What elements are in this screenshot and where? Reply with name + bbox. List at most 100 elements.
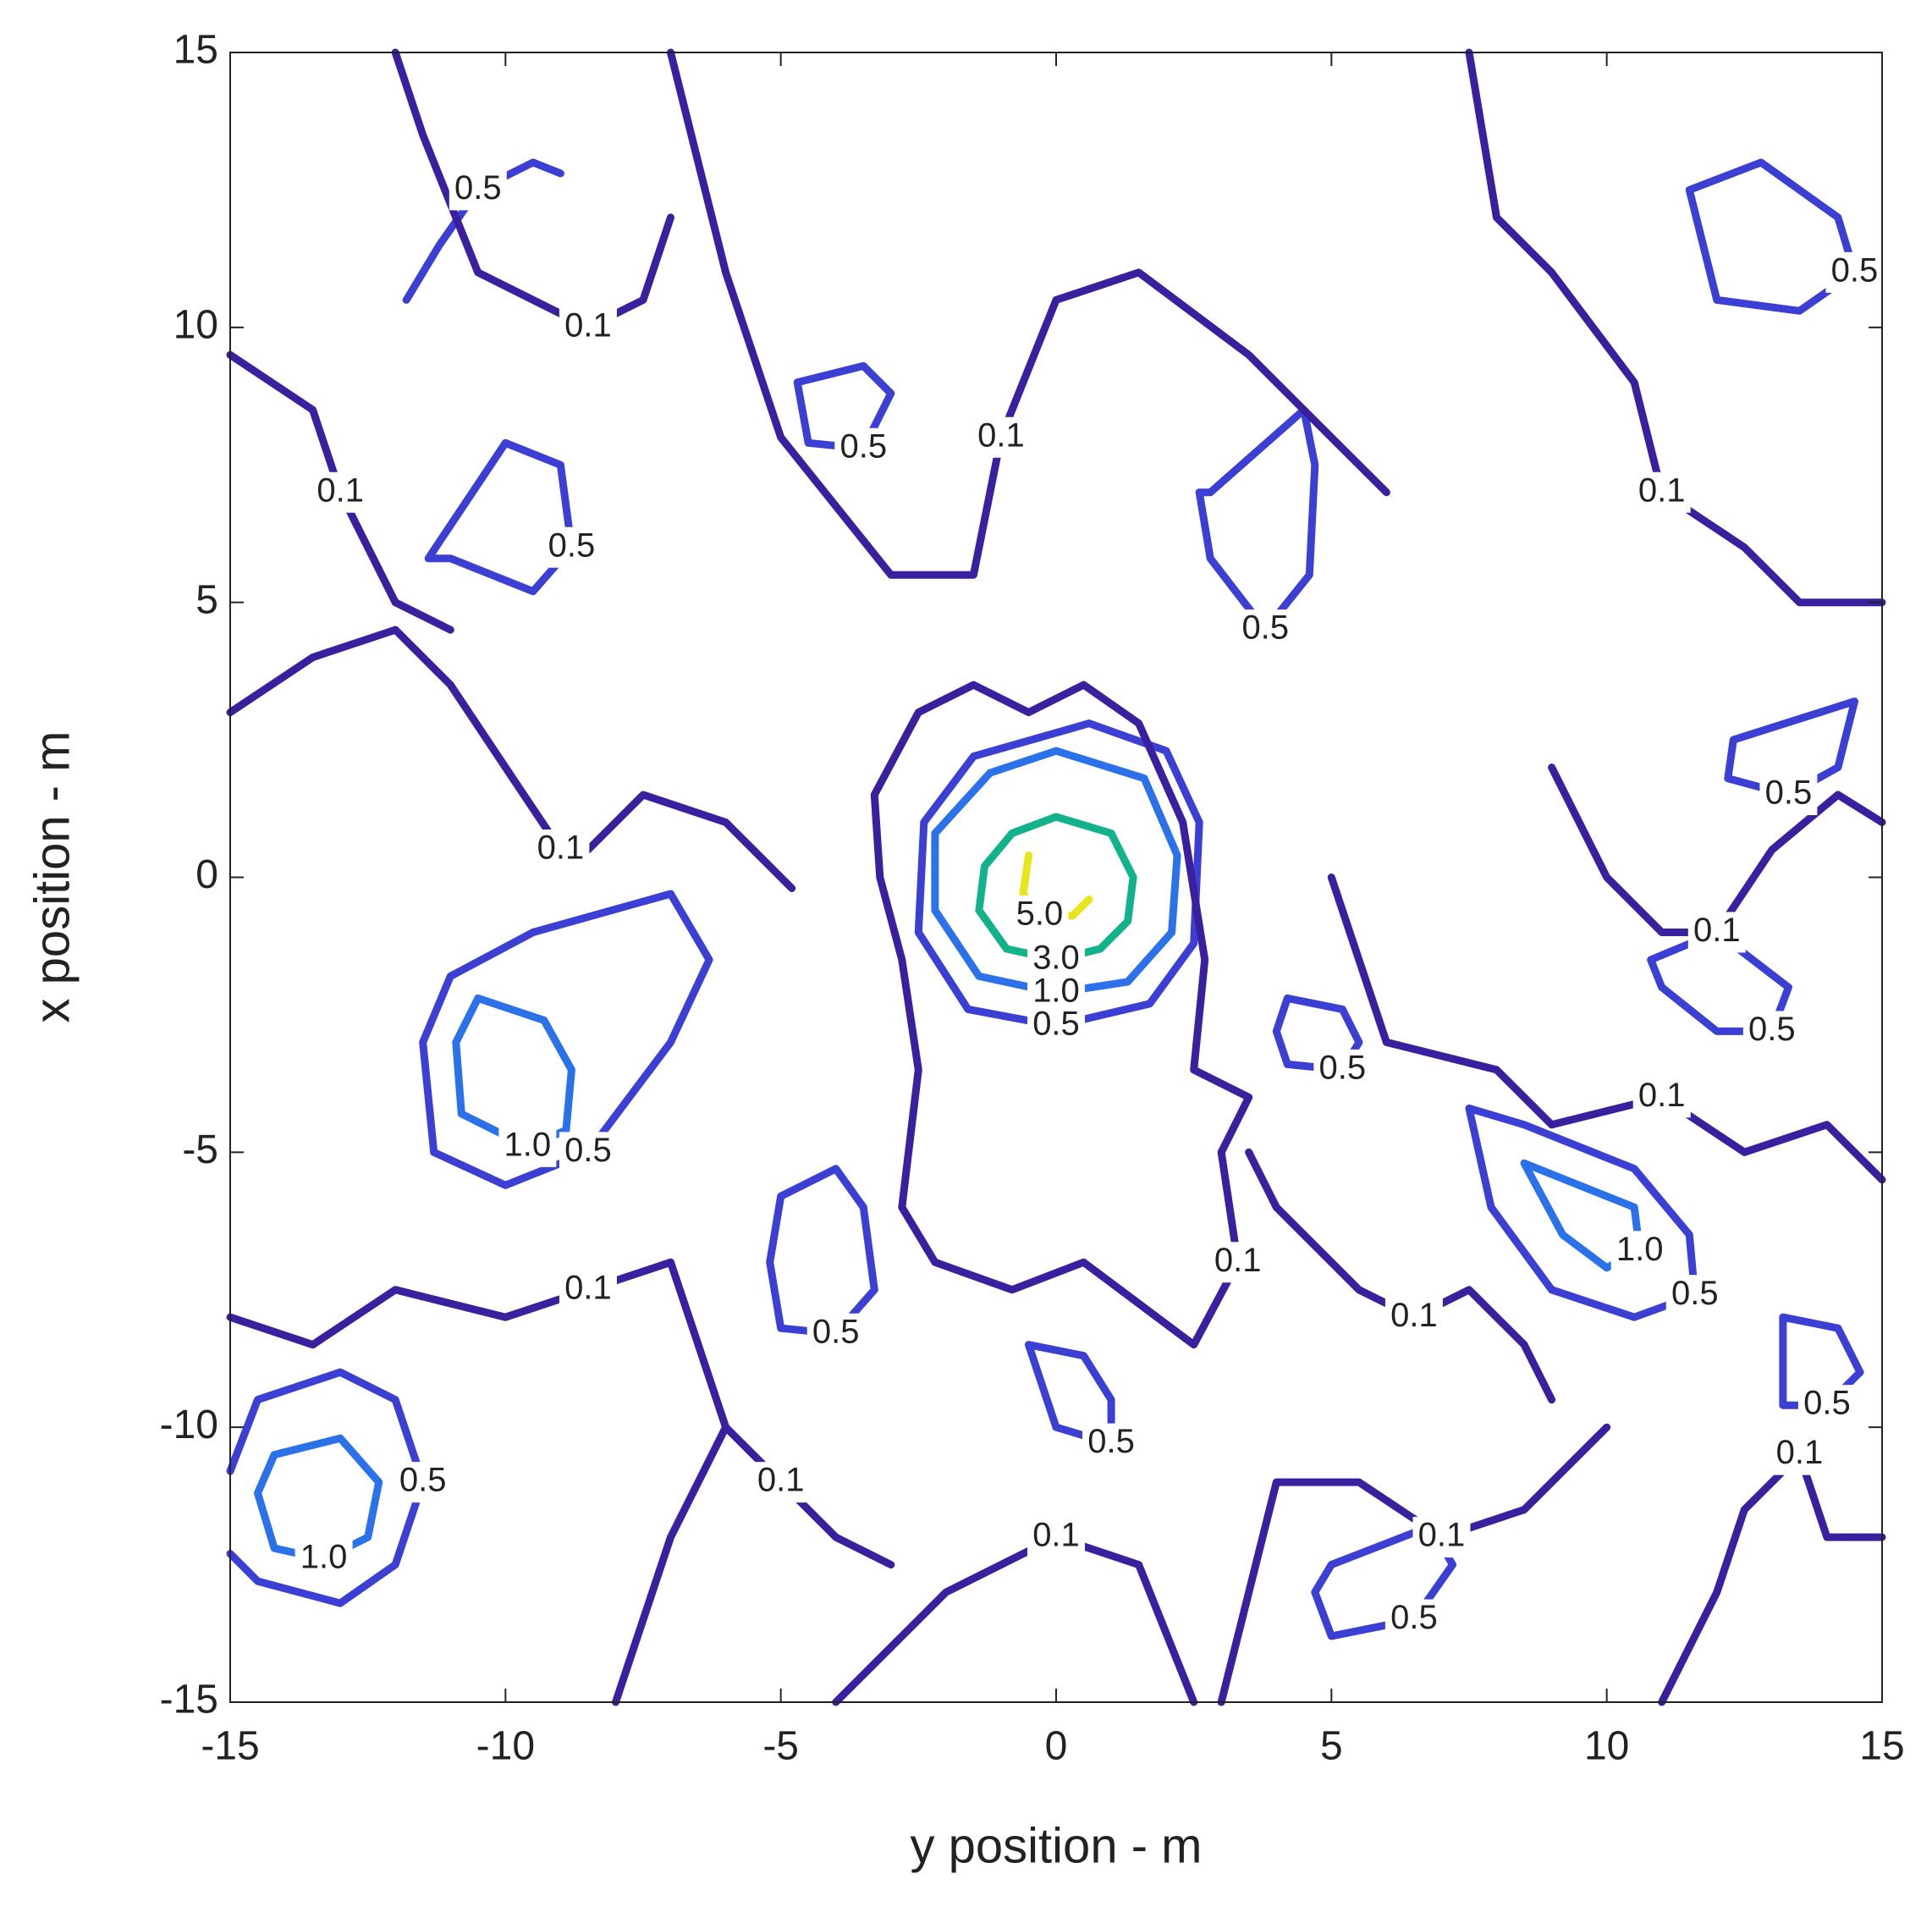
contour-label: 0.1 — [1638, 471, 1686, 509]
contour-line — [1217, 1423, 1611, 1706]
contour-label: 0.5 — [812, 1313, 860, 1350]
contour-label: 0.1 — [1214, 1242, 1262, 1279]
y-tick-label: 10 — [173, 303, 218, 348]
contour-label-bg — [449, 169, 507, 211]
contour-label-bg — [394, 1462, 452, 1503]
contour-line — [1195, 405, 1319, 634]
y-axis-label: x position - m — [25, 731, 80, 1023]
x-axis-label: y position - m — [911, 1818, 1203, 1873]
contour-label: 0.5 — [564, 1132, 612, 1169]
contour-label: 1.0 — [300, 1539, 348, 1576]
x-tick-label: 0 — [1045, 1724, 1068, 1769]
y-tick-label: 0 — [195, 852, 218, 897]
x-tick-label: 15 — [1859, 1724, 1904, 1769]
contour-label: 0.5 — [1765, 774, 1813, 812]
contour-line — [391, 48, 674, 332]
contour-line — [1327, 874, 1886, 1184]
contour-label: 0.5 — [1319, 1049, 1367, 1086]
contour-label: 0.5 — [1831, 251, 1879, 289]
contour-label-bg — [542, 526, 601, 568]
x-tick-label: -15 — [201, 1724, 259, 1769]
contour-line — [1465, 48, 1886, 607]
contour-label-bg — [1082, 1423, 1141, 1464]
contour-label-bg — [531, 829, 590, 871]
contour-label-bg — [1010, 895, 1069, 936]
contour-line — [419, 890, 713, 1189]
contour-label-bg — [1027, 1517, 1085, 1558]
contour-label: 0.5 — [1032, 1005, 1080, 1042]
contour-label-bg — [559, 1269, 617, 1310]
x-tick-label: 10 — [1584, 1724, 1629, 1769]
contour-label: 0.1 — [1390, 1297, 1438, 1334]
contour-label: 0.5 — [399, 1462, 447, 1499]
contour-label: 0.5 — [1671, 1275, 1719, 1312]
x-tick-label: 5 — [1320, 1724, 1343, 1769]
contour-label: 0.1 — [1776, 1434, 1824, 1471]
contour-label: 0.1 — [537, 829, 585, 867]
contour-label-bg — [1825, 251, 1884, 293]
y-tick-label: 5 — [195, 577, 218, 622]
contour-label: 0.1 — [564, 306, 612, 344]
y-tick-label: -10 — [160, 1403, 218, 1447]
contour-label: 1.0 — [504, 1126, 552, 1163]
contour-label-bg — [559, 306, 617, 348]
contour-label-bg — [1797, 1385, 1856, 1426]
contour-label-bg — [1027, 1005, 1085, 1046]
contour-label: 0.1 — [757, 1462, 805, 1499]
contour-label-bg — [972, 416, 1030, 458]
contour-label: 0.1 — [1032, 1517, 1080, 1554]
contour-label: 0.1 — [977, 416, 1025, 454]
contour-label: 0.1 — [1418, 1517, 1466, 1554]
contour-label-bg — [294, 1539, 353, 1580]
contour-label-bg — [1742, 1011, 1801, 1052]
contour-label-bg — [1610, 1231, 1669, 1272]
contour-line — [1025, 1341, 1115, 1448]
contour-line — [612, 1423, 895, 1706]
contour-label: 1.0 — [1032, 972, 1080, 1009]
contour-label-bg — [806, 1313, 865, 1354]
contour-label-bg — [1208, 1242, 1267, 1283]
contour-label: 1.0 — [1616, 1231, 1664, 1268]
contour-label-bg — [1770, 1434, 1829, 1475]
contour-line — [793, 361, 895, 453]
contour-line — [226, 1258, 730, 1431]
contour-label-bg — [1632, 1077, 1691, 1118]
contour-label-bg — [498, 1126, 557, 1167]
contour-label-bg — [834, 427, 893, 469]
contour-label: 0.5 — [1803, 1385, 1851, 1422]
contour-label: 0.5 — [548, 526, 596, 564]
contour-label-bg — [559, 1132, 617, 1173]
contour-labels: 5.03.01.00.50.11.0 0.51.00.51.00.50.50.50… — [294, 169, 1884, 1640]
contour-label-bg — [1412, 1517, 1471, 1558]
contour-label-bg — [1236, 609, 1295, 651]
contour-label-bg — [311, 471, 370, 513]
contour-label-bg — [1759, 774, 1818, 816]
contour-label: 0.5 — [1748, 1011, 1796, 1048]
y-tick-label: -5 — [182, 1127, 218, 1172]
y-tick-label: 15 — [173, 28, 218, 73]
contour-label-bg — [751, 1462, 810, 1503]
contour-label-bg — [1313, 1049, 1372, 1090]
contour-label-bg — [1665, 1275, 1724, 1316]
contour-label: 0.1 — [316, 471, 364, 509]
contour-label: 3.0 — [1032, 940, 1080, 977]
x-tick-label: -10 — [476, 1724, 535, 1769]
contour-label: 0.1 — [1638, 1077, 1686, 1114]
contour-label-bg — [1687, 912, 1746, 953]
contour-line — [766, 1165, 878, 1338]
x-tick-label: -5 — [762, 1724, 799, 1769]
contour-label: 0.1 — [564, 1269, 612, 1306]
contour-label: 0.5 — [1390, 1599, 1438, 1636]
y-tick-label: -15 — [160, 1678, 218, 1722]
contour-label: 0.5 — [1241, 609, 1289, 647]
contour-label: 0.5 — [839, 427, 887, 465]
contour-label: 5.0 — [1016, 896, 1064, 933]
contour-label-bg — [1632, 471, 1691, 513]
contour-label: 0.5 — [454, 169, 502, 207]
contour-label-bg — [1384, 1599, 1443, 1640]
contour-label-bg — [1384, 1297, 1443, 1338]
contour-line — [1658, 1451, 1886, 1706]
contour-label: 0.1 — [1693, 912, 1741, 949]
contour-label: 0.5 — [1087, 1423, 1135, 1460]
